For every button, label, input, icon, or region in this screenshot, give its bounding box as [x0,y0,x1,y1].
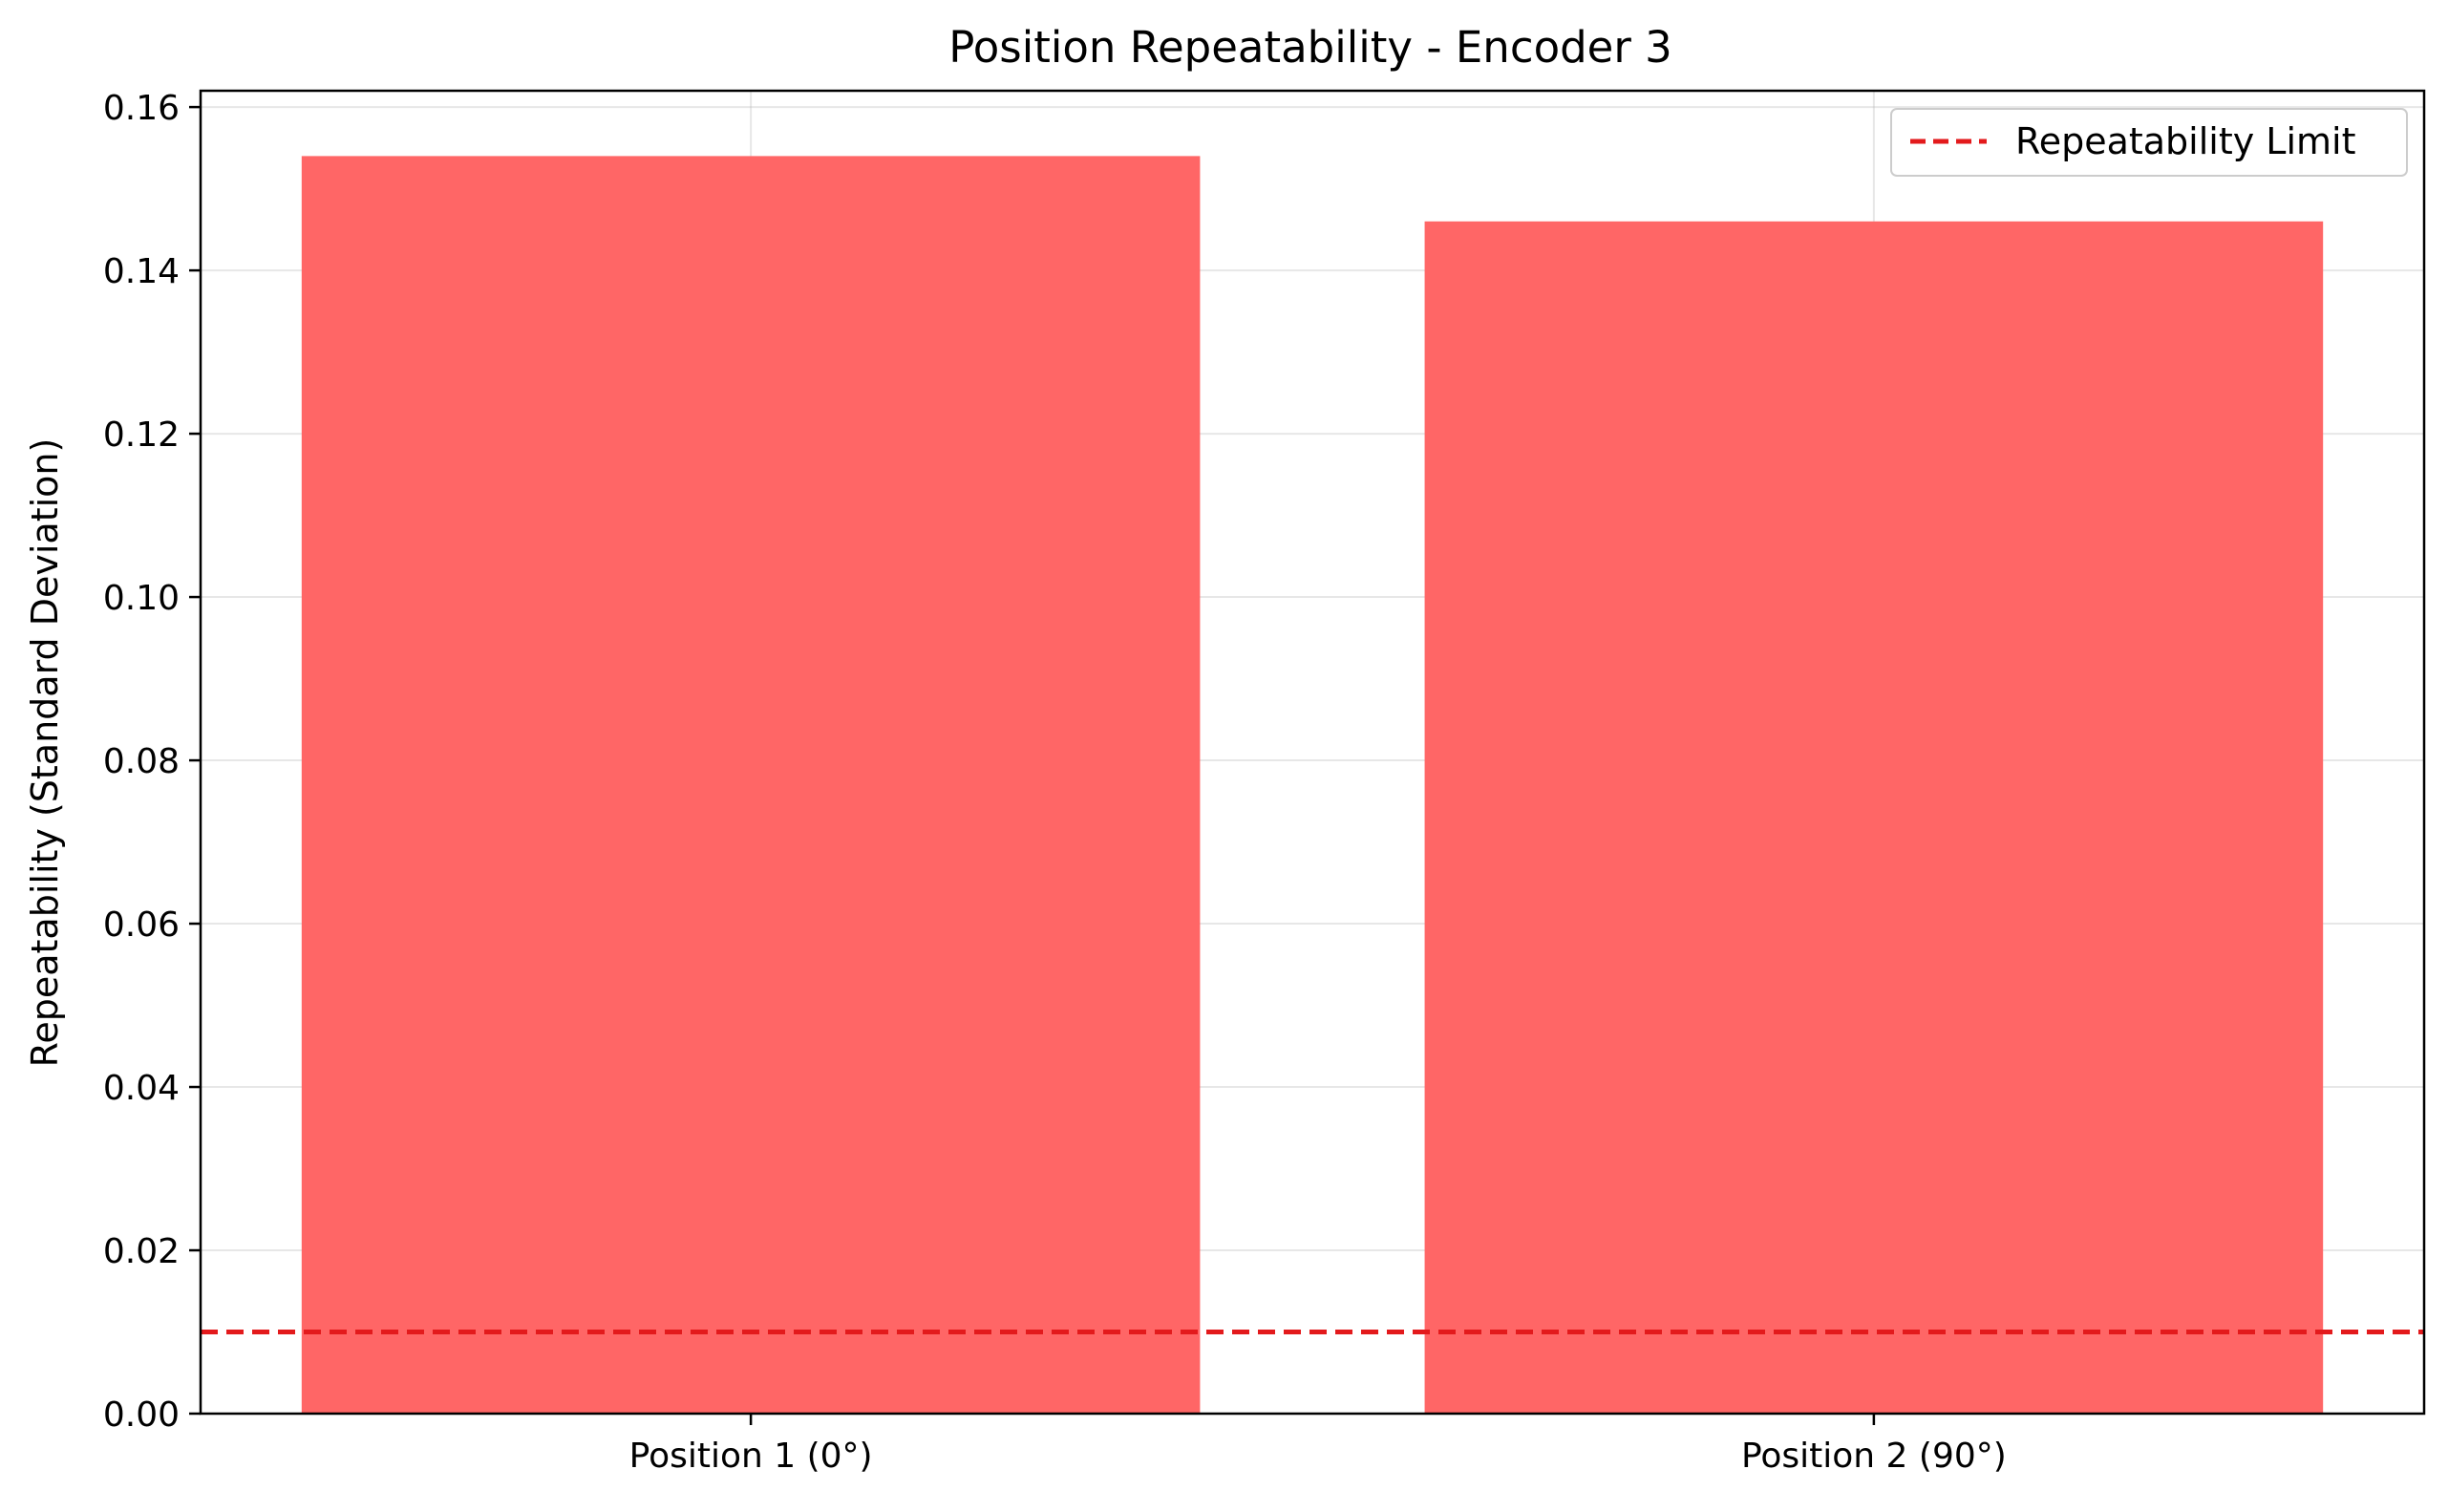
y-tick-label: 0.00 [103,1395,180,1435]
plot-frame [199,89,2426,1416]
y-tick-label: 0.08 [103,742,180,781]
chart-title: Position Repeatability - Encoder 3 [948,22,1672,73]
y-tick-label: 0.10 [103,579,180,618]
legend-label-repeatability-limit: Repeatability Limit [2015,120,2356,162]
y-tick-label: 0.02 [103,1232,180,1271]
bar-1 [301,156,1201,1415]
y-tick-label: 0.16 [103,89,180,128]
y-tick-label: 0.04 [103,1069,180,1108]
bar-2 [1424,221,2324,1414]
bars-layer [301,156,2324,1415]
y-tick-label: 0.14 [103,252,180,291]
y-axis: 0.00 0.02 0.04 0.06 0.08 0.10 0.12 0.14 0.16 [103,89,201,1435]
y-tick-label: 0.06 [103,905,180,945]
legend-box [1890,108,2408,177]
x-axis: Position 1 (0°) Position 2 (90°) [629,1414,2007,1476]
y-tick-label: 0.12 [103,415,180,455]
x-tick-label: Position 1 (0°) [629,1437,873,1476]
legend: Repeatability Limit [1890,108,2408,177]
x-tick-label: Position 2 (90°) [1741,1437,2007,1476]
y-axis-label: Repeatability (Standard Deviation) [24,438,66,1068]
